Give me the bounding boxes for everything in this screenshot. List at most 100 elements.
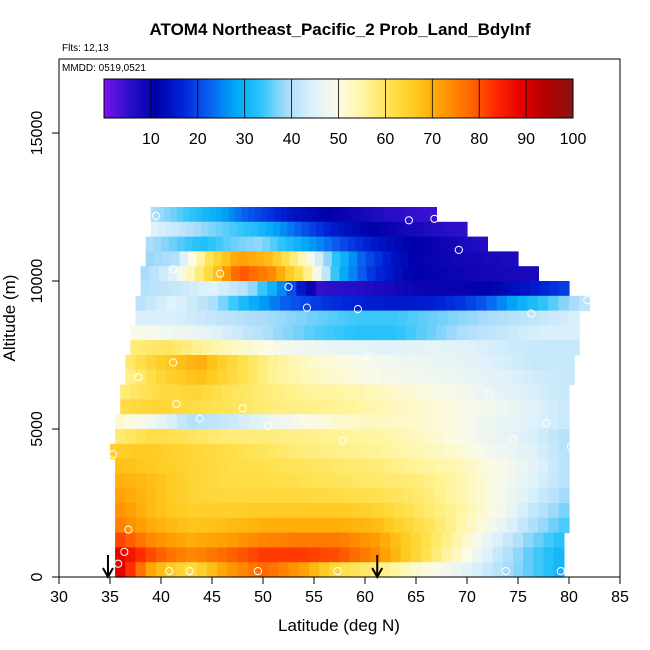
heat-cell bbox=[380, 547, 392, 563]
colorbar-segment bbox=[526, 79, 530, 118]
heat-cell bbox=[314, 384, 325, 400]
sample-point bbox=[333, 567, 342, 576]
colorbar-segment bbox=[552, 79, 557, 118]
heat-cell bbox=[538, 517, 549, 534]
heat-cell bbox=[496, 414, 508, 430]
heat-cell bbox=[247, 251, 257, 267]
heat-cell bbox=[339, 266, 350, 282]
heat-cell bbox=[145, 532, 157, 548]
heat-cell bbox=[228, 458, 240, 474]
heat-cell bbox=[386, 236, 395, 252]
heat-cell bbox=[496, 429, 508, 445]
heat-cell bbox=[345, 207, 353, 223]
heat-cell bbox=[445, 488, 457, 504]
heat-cell bbox=[161, 384, 172, 400]
heat-cell bbox=[348, 266, 359, 282]
heat-cell bbox=[185, 266, 196, 282]
heat-cell bbox=[181, 399, 193, 415]
heat-cell bbox=[383, 473, 395, 489]
heat-cell bbox=[538, 458, 549, 474]
heat-cell bbox=[414, 517, 426, 534]
heat-cell bbox=[208, 281, 220, 297]
heat-cell bbox=[286, 310, 298, 326]
colorbar-segment bbox=[405, 79, 410, 118]
heat-cell bbox=[321, 517, 333, 534]
colorbar-segment bbox=[435, 79, 440, 118]
flight-arrow bbox=[102, 555, 114, 580]
heat-cell bbox=[212, 325, 223, 341]
heat-cell bbox=[228, 281, 239, 297]
heat-cell bbox=[365, 340, 376, 356]
heat-cell bbox=[212, 399, 223, 415]
heat-cell bbox=[475, 443, 487, 460]
heat-cell bbox=[367, 310, 379, 326]
colorbar-segment bbox=[328, 79, 333, 118]
heat-cell bbox=[528, 340, 539, 356]
heat-cell bbox=[538, 503, 549, 519]
colorbar-segment bbox=[217, 79, 222, 118]
heat-cell bbox=[247, 281, 259, 297]
colorbar-segment bbox=[358, 79, 363, 118]
heat-cell bbox=[434, 503, 446, 519]
heat-cell bbox=[319, 532, 330, 548]
colorbar-segment bbox=[234, 79, 239, 118]
sample-point bbox=[454, 245, 463, 254]
heat-cell bbox=[327, 310, 338, 326]
heat-cell bbox=[426, 340, 437, 356]
colorbar-segment bbox=[392, 79, 396, 118]
heat-cell bbox=[436, 325, 448, 341]
x-tick-label: 40 bbox=[152, 589, 170, 606]
heat-cell bbox=[259, 517, 271, 534]
heat-cell bbox=[373, 429, 384, 445]
heat-cell bbox=[517, 429, 529, 445]
heat-cell bbox=[303, 384, 315, 400]
heat-cell bbox=[458, 310, 469, 326]
heat-cell bbox=[311, 473, 323, 489]
heat-cell bbox=[231, 266, 241, 282]
heat-cell bbox=[192, 236, 201, 252]
heat-cell bbox=[375, 399, 386, 415]
heat-cell bbox=[196, 547, 208, 563]
heat-cell bbox=[445, 414, 457, 430]
heat-cell bbox=[438, 221, 447, 238]
heat-cell bbox=[434, 295, 446, 312]
heat-cell bbox=[497, 384, 509, 400]
heat-cell bbox=[416, 384, 427, 400]
heat-cell bbox=[402, 266, 413, 282]
heat-cell bbox=[177, 517, 188, 534]
colorbar-segment bbox=[375, 79, 380, 118]
heat-cell bbox=[477, 384, 488, 400]
heat-cell bbox=[558, 458, 570, 474]
heat-cell bbox=[482, 562, 494, 578]
heat-cell bbox=[259, 429, 271, 445]
heat-cell bbox=[207, 236, 217, 252]
y-axis: 0 5000 10000 15000 bbox=[29, 111, 59, 581]
heat-cell bbox=[223, 236, 232, 252]
sample-point bbox=[566, 442, 576, 451]
heat-cell bbox=[334, 399, 346, 415]
heat-cell bbox=[201, 340, 213, 356]
heat-cell bbox=[263, 325, 274, 341]
heat-cell bbox=[314, 399, 325, 415]
heat-cell bbox=[290, 517, 302, 534]
heat-cell bbox=[472, 369, 483, 386]
chart-title: ATOM4 Northeast_Pacific_2 Prob_Land_BdyI… bbox=[149, 20, 530, 39]
heat-cell bbox=[269, 517, 281, 534]
heat-cell bbox=[263, 399, 274, 415]
heat-cell bbox=[259, 458, 271, 474]
heat-cell bbox=[150, 399, 162, 415]
heat-cell bbox=[140, 266, 151, 282]
heat-cell bbox=[237, 281, 249, 297]
heat-cell bbox=[421, 532, 432, 548]
heat-cell bbox=[208, 221, 217, 238]
heat-cell bbox=[319, 207, 327, 223]
heat-cell bbox=[352, 503, 364, 519]
heat-cell bbox=[207, 414, 219, 430]
heat-cell bbox=[172, 443, 184, 460]
heat-cell bbox=[482, 355, 494, 371]
heat-cell bbox=[329, 443, 341, 460]
heat-cell bbox=[393, 266, 404, 282]
heat-cell bbox=[278, 369, 290, 386]
heat-cell bbox=[528, 399, 539, 415]
heat-cell bbox=[359, 369, 371, 386]
